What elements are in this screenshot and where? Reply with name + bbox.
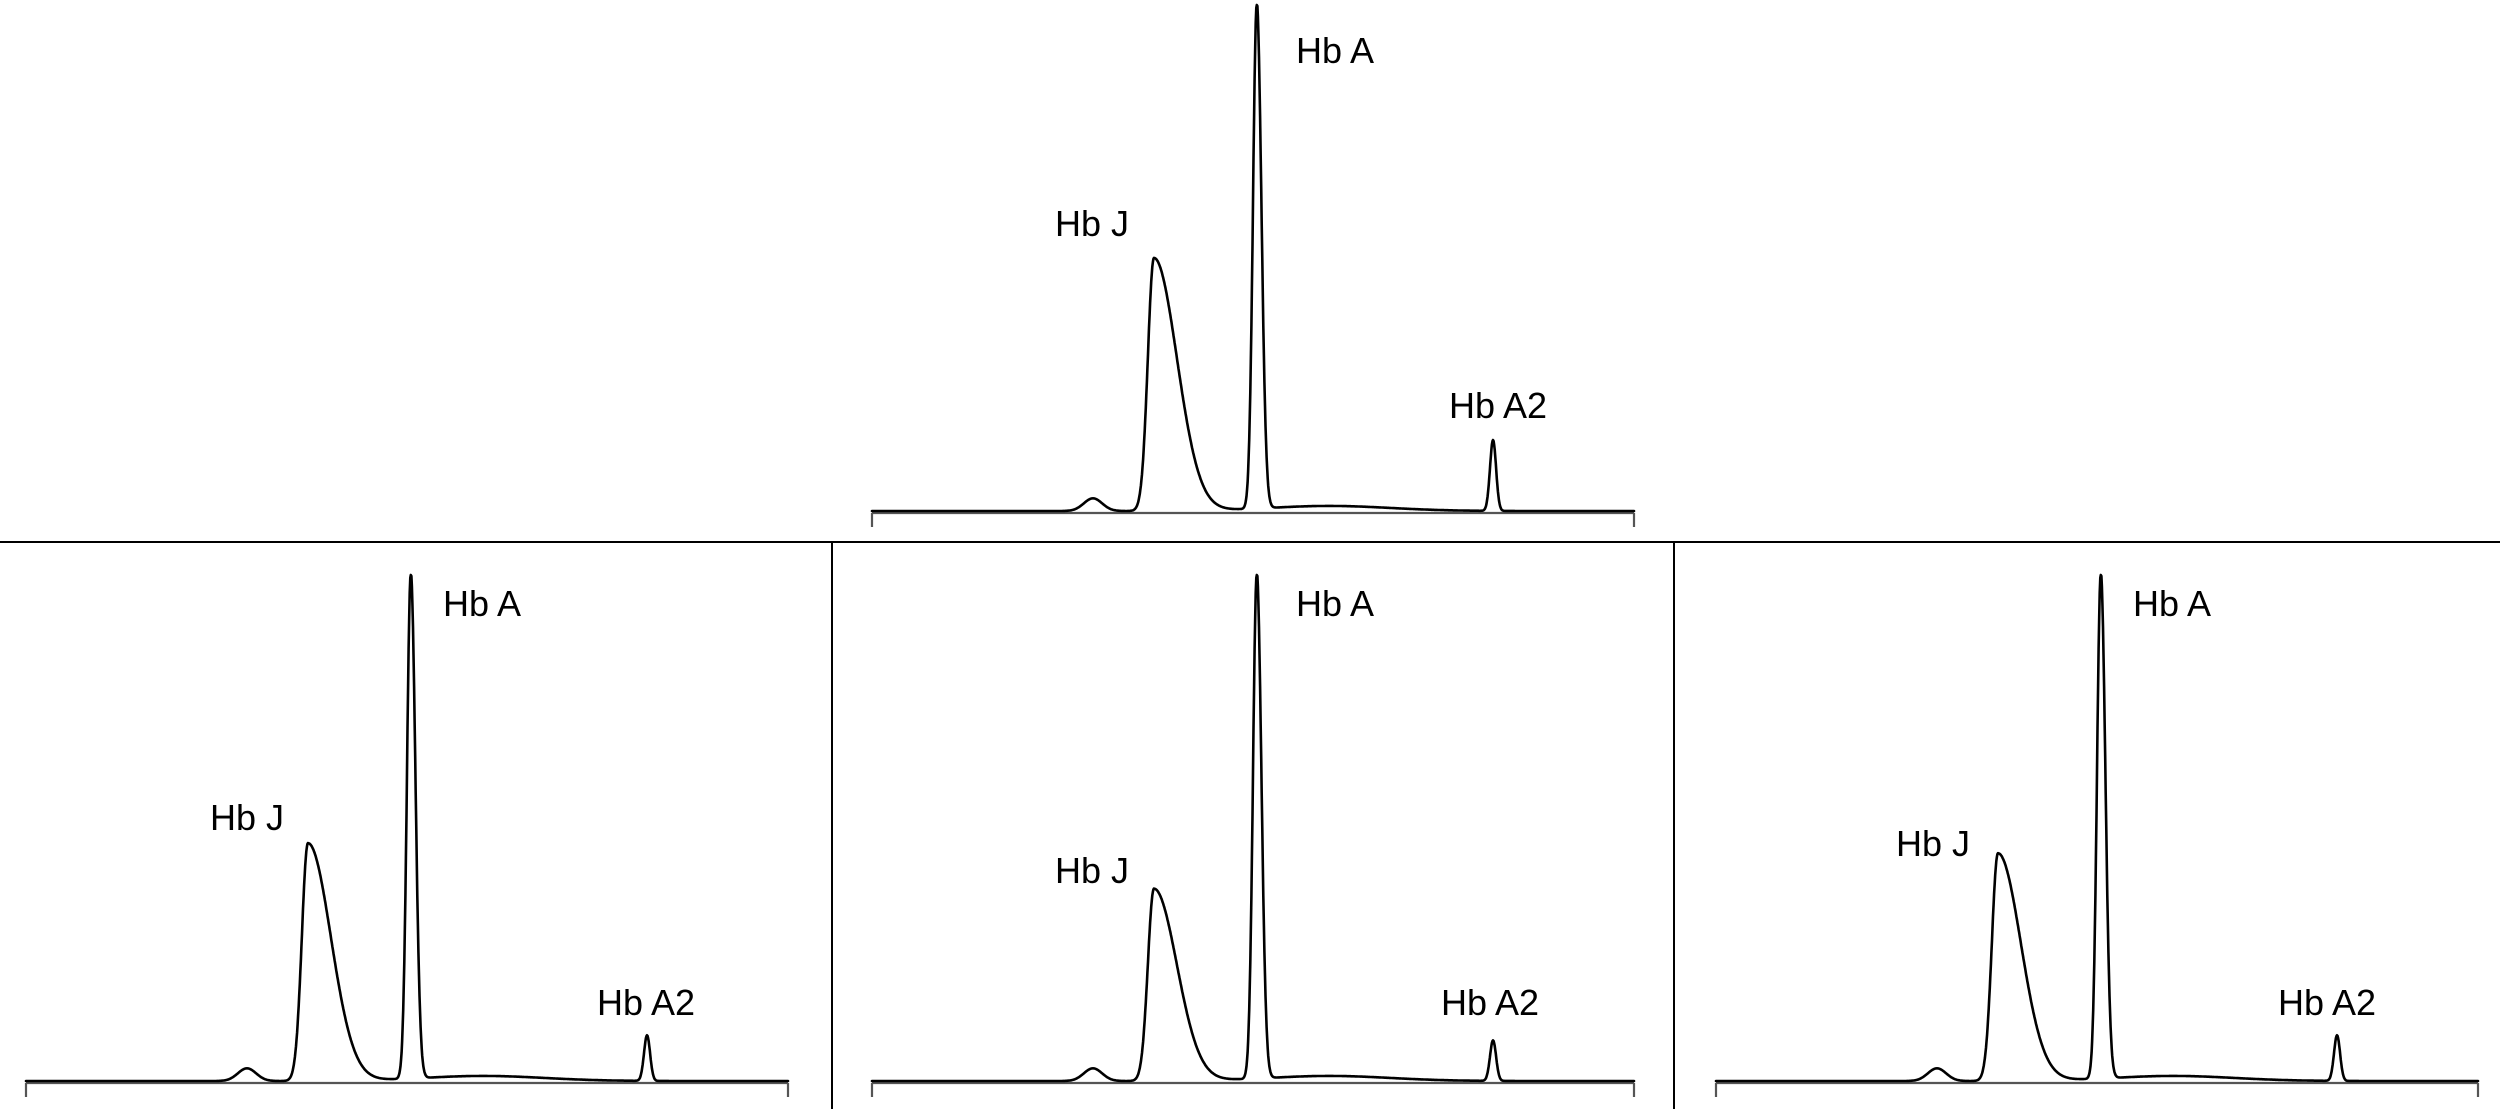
peak-label-hb-j: Hb J (210, 797, 284, 838)
chromatogram-panel-bottom-center: Hb J Hb A Hb A2 (870, 573, 1636, 1097)
chromatogram-panel-bottom-left: Hb J Hb A Hb A2 (24, 573, 790, 1097)
peak-label-hb-j: Hb J (1055, 203, 1129, 244)
peak-label-hb-a: Hb A (1296, 583, 1374, 624)
chromatogram-trace (24, 573, 790, 1083)
peak-label-hb-a2: Hb A2 (1449, 385, 1547, 426)
chromatogram-panel-bottom-right: Hb J Hb A Hb A2 (1714, 573, 2480, 1097)
peak-label-hb-j: Hb J (1896, 823, 1970, 864)
peak-label-hb-a2: Hb A2 (597, 982, 695, 1023)
peak-label-hb-a: Hb A (443, 583, 521, 624)
chromatogram-panel-top: Hb J Hb A Hb A2 (870, 3, 1636, 527)
chromatogram-trace (870, 573, 1636, 1083)
chromatogram-trace (1714, 573, 2480, 1083)
chromatogram-trace (870, 3, 1636, 513)
peak-label-hb-a: Hb A (2133, 583, 2211, 624)
peak-label-hb-a: Hb A (1296, 30, 1374, 71)
peak-label-hb-a2: Hb A2 (1441, 982, 1539, 1023)
peak-label-hb-j: Hb J (1055, 850, 1129, 891)
peak-label-hb-a2: Hb A2 (2278, 982, 2376, 1023)
